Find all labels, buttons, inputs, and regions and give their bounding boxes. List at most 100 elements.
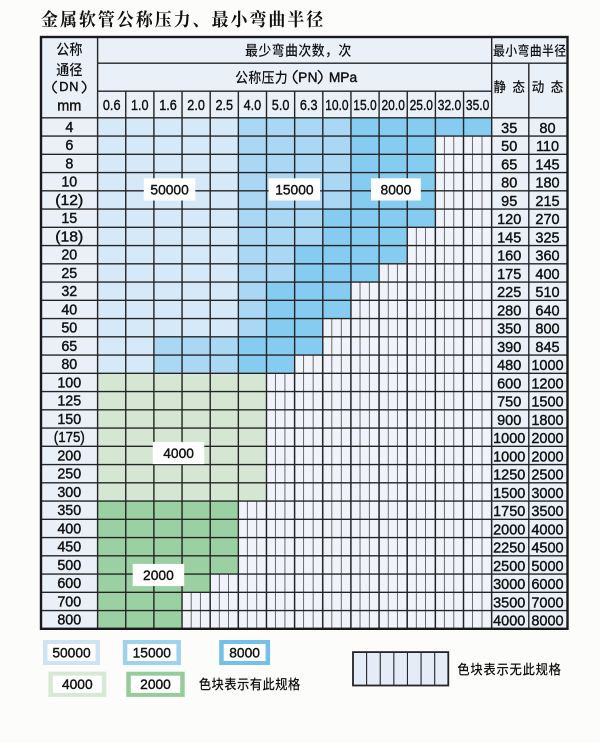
- svg-text:100: 100: [57, 375, 81, 391]
- svg-text:6000: 6000: [531, 577, 563, 593]
- svg-text:125: 125: [57, 394, 81, 410]
- svg-text:8000: 8000: [229, 645, 260, 660]
- svg-text:80: 80: [539, 121, 555, 137]
- svg-text:280: 280: [497, 303, 521, 319]
- svg-text:3500: 3500: [493, 595, 525, 611]
- svg-text:80: 80: [61, 357, 77, 373]
- svg-text:4000: 4000: [62, 677, 93, 692]
- svg-text:4500: 4500: [531, 541, 563, 557]
- svg-text:5000: 5000: [531, 559, 563, 575]
- svg-text:160: 160: [497, 249, 521, 265]
- svg-text:510: 510: [535, 285, 559, 301]
- svg-text:180: 180: [535, 176, 559, 192]
- svg-text:1000: 1000: [531, 358, 563, 374]
- svg-text:1250: 1250: [493, 468, 525, 484]
- svg-text:270: 270: [535, 212, 559, 228]
- svg-text:1200: 1200: [531, 376, 563, 392]
- svg-text:15: 15: [61, 211, 77, 227]
- svg-text:10.0: 10.0: [325, 98, 348, 114]
- svg-text:PN: PN: [298, 70, 318, 85]
- svg-text:50000: 50000: [150, 182, 189, 197]
- svg-text:300: 300: [57, 485, 81, 501]
- svg-text:4.0: 4.0: [244, 98, 262, 114]
- svg-text:1500: 1500: [531, 395, 563, 411]
- svg-text:640: 640: [535, 303, 559, 319]
- svg-text:225: 225: [497, 285, 521, 301]
- svg-text:8000: 8000: [531, 614, 563, 630]
- svg-text:4000: 4000: [531, 522, 563, 538]
- svg-text:7000: 7000: [531, 595, 563, 611]
- svg-text:4000: 4000: [493, 614, 525, 630]
- svg-text:750: 750: [497, 395, 521, 411]
- svg-text:2.5: 2.5: [216, 98, 234, 114]
- svg-text:DN: DN: [59, 79, 79, 94]
- svg-text:500: 500: [57, 558, 81, 574]
- svg-text:845: 845: [535, 340, 559, 356]
- svg-text:1000: 1000: [493, 431, 525, 447]
- svg-text:(18): (18): [55, 229, 83, 245]
- svg-text:700: 700: [57, 594, 81, 610]
- svg-text:360: 360: [535, 249, 559, 265]
- svg-text:2000: 2000: [531, 431, 563, 447]
- svg-text:390: 390: [497, 340, 521, 356]
- svg-text:4: 4: [65, 120, 73, 136]
- svg-text:15000: 15000: [133, 645, 172, 660]
- svg-text:2000: 2000: [143, 568, 174, 583]
- svg-text:80: 80: [501, 176, 517, 192]
- svg-text:3000: 3000: [531, 486, 563, 502]
- svg-text:25.0: 25.0: [410, 98, 433, 114]
- svg-text:325: 325: [535, 230, 559, 246]
- svg-text:215: 215: [535, 194, 559, 210]
- svg-text:2250: 2250: [493, 541, 525, 557]
- svg-text:mm: mm: [57, 98, 81, 114]
- svg-text:10: 10: [61, 175, 77, 191]
- svg-text:2000: 2000: [493, 522, 525, 538]
- svg-text:8: 8: [65, 156, 73, 172]
- svg-text:15.0: 15.0: [353, 98, 376, 114]
- svg-text:40: 40: [61, 302, 77, 318]
- svg-text:800: 800: [535, 322, 559, 338]
- svg-text:MPa: MPa: [329, 70, 358, 85]
- svg-text:250: 250: [57, 467, 81, 483]
- svg-text:1500: 1500: [493, 486, 525, 502]
- svg-text:95: 95: [501, 194, 517, 210]
- svg-text:800: 800: [57, 613, 81, 629]
- svg-text:65: 65: [61, 339, 77, 355]
- svg-text:0.6: 0.6: [103, 98, 121, 114]
- svg-text:50: 50: [501, 139, 517, 155]
- svg-text:2.0: 2.0: [187, 98, 205, 114]
- svg-text:2500: 2500: [493, 559, 525, 575]
- svg-text:(175): (175): [54, 430, 85, 446]
- svg-text:2000: 2000: [531, 449, 563, 465]
- svg-text:145: 145: [535, 157, 559, 173]
- svg-text:1.0: 1.0: [131, 98, 149, 114]
- svg-text:350: 350: [57, 503, 81, 519]
- svg-text:32.0: 32.0: [438, 98, 461, 114]
- svg-text:6.3: 6.3: [300, 98, 318, 114]
- svg-text:2000: 2000: [140, 677, 171, 692]
- svg-text:5.0: 5.0: [272, 98, 290, 114]
- svg-text:110: 110: [536, 139, 559, 155]
- svg-text:400: 400: [57, 521, 81, 537]
- svg-text:600: 600: [497, 376, 521, 392]
- svg-text:35: 35: [501, 121, 517, 137]
- svg-text:20.0: 20.0: [382, 98, 405, 114]
- svg-text:1000: 1000: [493, 449, 525, 465]
- svg-text:1.6: 1.6: [159, 98, 177, 114]
- svg-text:350: 350: [497, 322, 521, 338]
- svg-text:(12): (12): [55, 193, 83, 209]
- svg-text:1750: 1750: [493, 504, 525, 520]
- svg-text:150: 150: [57, 412, 81, 428]
- svg-text:8000: 8000: [381, 182, 412, 197]
- svg-text:50000: 50000: [52, 645, 91, 660]
- svg-text:175: 175: [497, 267, 521, 283]
- svg-text:600: 600: [57, 576, 81, 592]
- svg-text:25: 25: [61, 266, 77, 282]
- svg-text:3500: 3500: [531, 504, 563, 520]
- svg-text:200: 200: [57, 448, 81, 464]
- svg-text:480: 480: [497, 358, 521, 374]
- svg-text:6: 6: [65, 138, 73, 154]
- svg-text:450: 450: [57, 540, 81, 556]
- svg-text:400: 400: [535, 267, 559, 283]
- svg-text:3000: 3000: [493, 577, 525, 593]
